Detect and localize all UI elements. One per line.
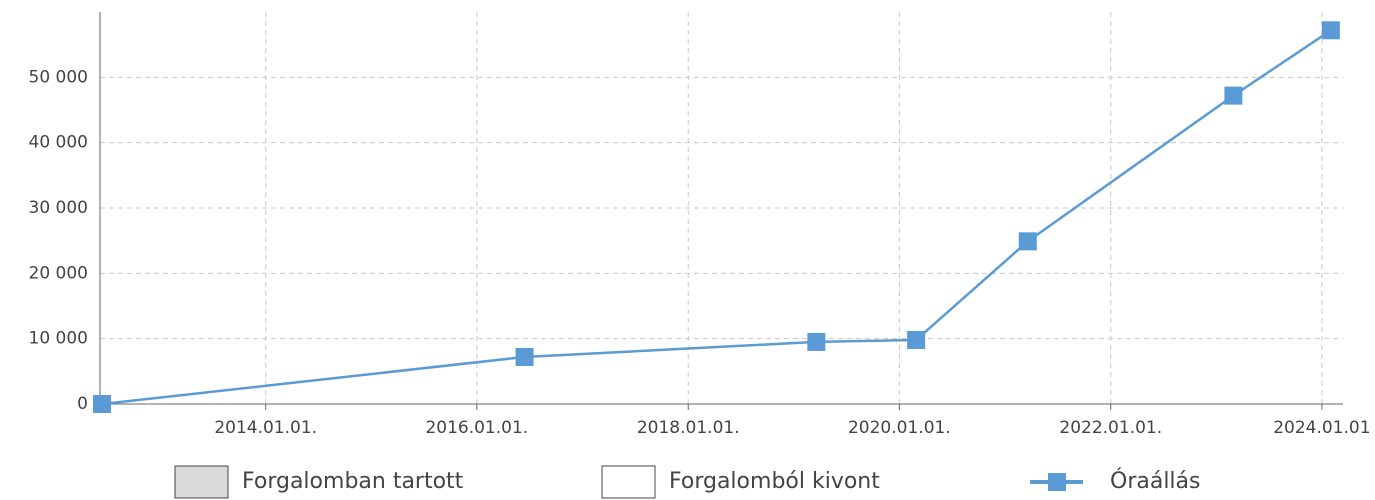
line bbox=[101, 29, 1332, 406]
marker bbox=[807, 332, 826, 351]
legend-marker bbox=[1048, 473, 1066, 491]
legend-swatch bbox=[174, 465, 229, 499]
marker bbox=[515, 347, 534, 366]
y-tick-label: 10 000 bbox=[29, 329, 88, 349]
y-tick-label: 0 bbox=[77, 394, 88, 414]
x-tick-label: 2016.01.01. bbox=[425, 418, 528, 438]
legend-swatch bbox=[601, 465, 656, 499]
x-tick-label: 2020.01.01. bbox=[848, 418, 951, 438]
x-tick-label: 2018.01.01. bbox=[637, 418, 740, 438]
x-tick-label: 2022.01.01. bbox=[1059, 418, 1162, 438]
y-tick-label: 30 000 bbox=[29, 198, 88, 218]
legend-label: Óraállás bbox=[1110, 468, 1201, 494]
y-tick-label: 50 000 bbox=[29, 67, 88, 87]
x-tick-label: 2014.01.01. bbox=[214, 418, 317, 438]
legend-label: Forgalomban tartott bbox=[242, 469, 464, 494]
y-tick-label: 40 000 bbox=[29, 133, 88, 153]
legend-label: Forgalomból kivont bbox=[669, 469, 880, 494]
x-tick-label: 2024.01.01 bbox=[1273, 418, 1370, 438]
marker bbox=[93, 395, 112, 413]
marker bbox=[1018, 232, 1037, 251]
marker bbox=[1321, 21, 1340, 40]
marker bbox=[907, 330, 926, 349]
y-tick-label: 20 000 bbox=[29, 263, 88, 283]
marker bbox=[1224, 86, 1243, 105]
